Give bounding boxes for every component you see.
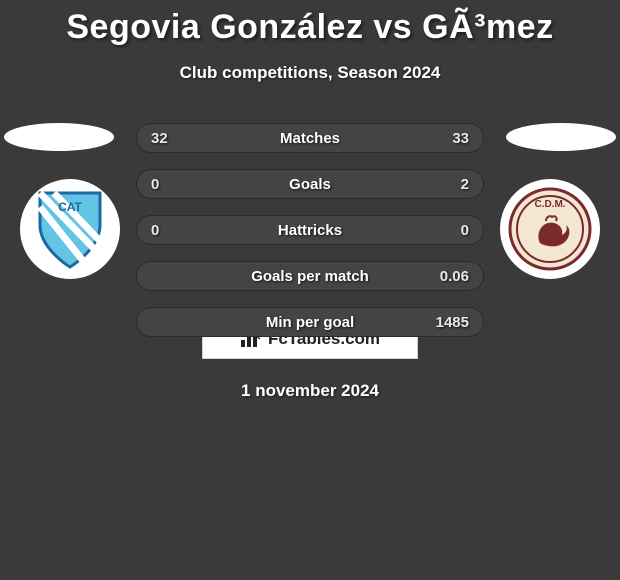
stat-value-right: 0.06 <box>440 268 469 285</box>
page-title: Segovia González vs GÃ³mez <box>0 0 620 47</box>
stat-value-left: 0 <box>151 222 159 239</box>
stat-value-right: 33 <box>452 130 469 147</box>
stat-value-left: 0 <box>151 176 159 193</box>
stat-row: 0 Hattricks 0 <box>136 215 484 245</box>
stat-row: Min per goal 1485 <box>136 307 484 337</box>
stat-row: 32 Matches 33 <box>136 123 484 153</box>
club-crest-right: C.D.M. <box>500 179 600 279</box>
stat-label: Goals <box>137 176 483 193</box>
stat-value-right: 0 <box>461 222 469 239</box>
stat-label: Min per goal <box>137 314 483 331</box>
stat-row: 0 Goals 2 <box>136 169 484 199</box>
stat-label: Matches <box>137 130 483 147</box>
comparison-card: Segovia González vs GÃ³mez Club competit… <box>0 0 620 580</box>
footer-date: 1 november 2024 <box>0 381 620 401</box>
cat-shield-icon: CAT <box>28 187 112 271</box>
stat-row: Goals per match 0.06 <box>136 261 484 291</box>
page-subtitle: Club competitions, Season 2024 <box>0 63 620 83</box>
player-photo-right-placeholder <box>506 123 616 151</box>
player-photo-left-placeholder <box>4 123 114 151</box>
stat-label: Goals per match <box>137 268 483 285</box>
stat-label: Hattricks <box>137 222 483 239</box>
svg-text:CAT: CAT <box>58 200 82 214</box>
stat-value-left: 32 <box>151 130 168 147</box>
club-crest-left: CAT <box>20 179 120 279</box>
cdm-badge-icon: C.D.M. <box>506 185 594 273</box>
stat-value-right: 1485 <box>436 314 469 331</box>
svg-text:C.D.M.: C.D.M. <box>534 199 565 210</box>
stat-value-right: 2 <box>461 176 469 193</box>
stats-column: 32 Matches 33 0 Goals 2 0 Hattricks 0 Go… <box>136 123 484 353</box>
